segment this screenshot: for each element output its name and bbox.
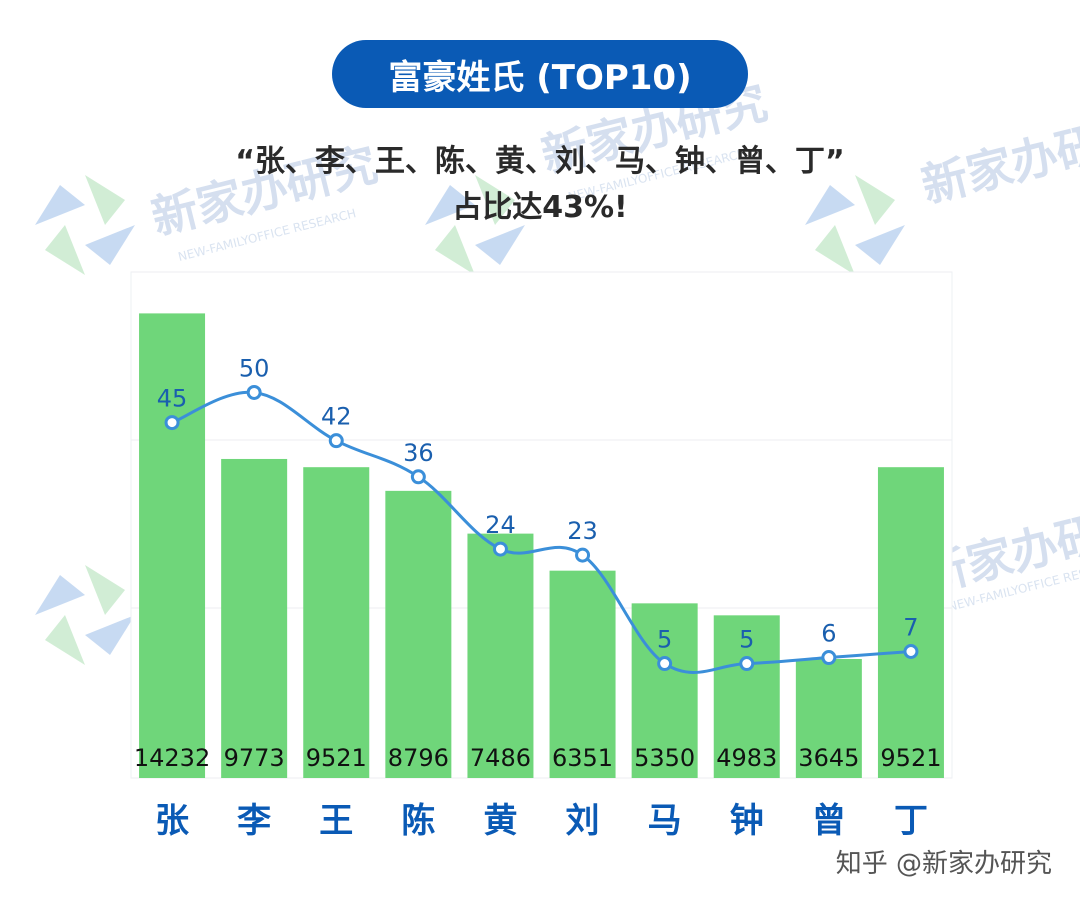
chart-subtitle-line2: 占比达43%!	[452, 190, 628, 225]
line-point-label: 50	[239, 354, 270, 382]
bar-value-label: 3645	[798, 744, 859, 772]
line-point-label: 45	[157, 385, 188, 413]
bar-value-label: 9773	[224, 744, 285, 772]
line-point-label: 24	[485, 511, 516, 539]
line-point-label: 23	[567, 517, 598, 545]
chart-subtitle-line1: “张、李、王、陈、黄、刘、马、钟、曾、丁”	[235, 144, 845, 179]
line-point-黄	[492, 541, 508, 557]
line-point-label: 36	[403, 439, 434, 467]
line-series	[171, 390, 912, 674]
category-label: 王	[319, 801, 353, 841]
category-label: 丁	[894, 801, 928, 841]
bar-value-label: 14232	[134, 744, 210, 772]
bar-value-label: 9521	[880, 744, 941, 772]
line-point-王	[328, 433, 344, 449]
bar-刘	[549, 570, 616, 778]
category-label: 曾	[812, 801, 846, 841]
bar-value-label: 7486	[470, 744, 531, 772]
bar-value-label: 5350	[634, 744, 695, 772]
bar-钟	[713, 615, 780, 778]
bar-丁	[877, 467, 944, 778]
chart-title: 富豪姓氏 (TOP10)	[332, 40, 748, 108]
line-point-label: 5	[657, 626, 672, 654]
footer-credit: 知乎 @新家办研究	[835, 849, 1052, 879]
bar-陈	[385, 490, 452, 778]
line-point-label: 6	[821, 620, 836, 648]
bar-value-label: 6351	[552, 744, 613, 772]
line-point-马	[657, 656, 673, 672]
category-label: 张	[155, 801, 189, 841]
line-point-刘	[575, 547, 591, 563]
line-point-钟	[739, 656, 755, 672]
category-label: 黄	[483, 801, 517, 841]
bar-value-label: 4983	[716, 744, 777, 772]
bar-马	[631, 603, 698, 778]
category-label: 陈	[401, 801, 435, 841]
bar-value-label: 9521	[306, 744, 367, 772]
line-point-label: 7	[903, 614, 918, 642]
line-point-陈	[410, 469, 426, 485]
category-label: 刘	[566, 801, 600, 841]
line-point-曾	[821, 650, 837, 666]
line-point-label: 5	[739, 626, 754, 654]
line-point-李	[246, 384, 262, 400]
bar-黄	[467, 533, 534, 778]
line-point-丁	[903, 644, 919, 659]
bar-李	[221, 458, 288, 778]
line-point-label: 42	[321, 403, 352, 431]
category-label: 李	[237, 801, 271, 841]
category-label: 钟	[730, 801, 764, 841]
bar-张	[139, 313, 206, 778]
bar-曾	[795, 659, 862, 778]
bar-value-label: 8796	[388, 744, 449, 772]
category-label: 马	[648, 801, 682, 841]
line-point-张	[164, 415, 180, 431]
bar-王	[303, 467, 370, 778]
